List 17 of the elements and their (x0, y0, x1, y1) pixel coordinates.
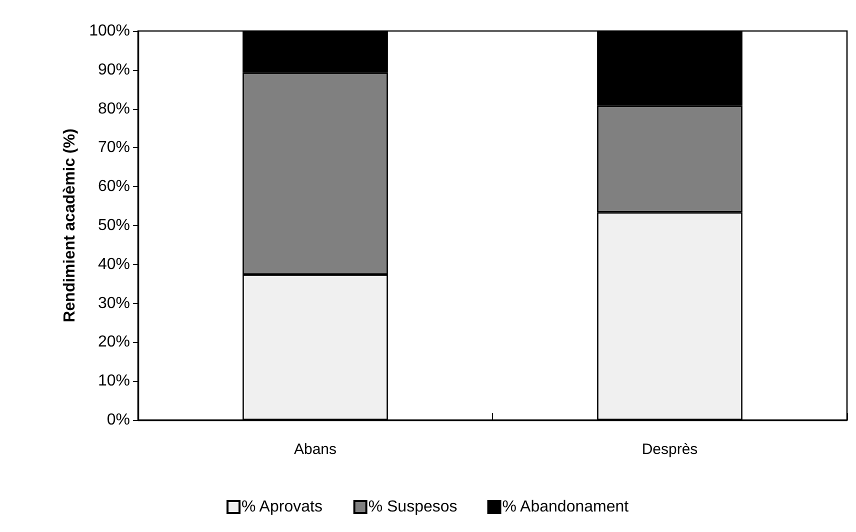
x-tick-label: Abans (294, 441, 337, 458)
y-tick-label: 60% (98, 178, 130, 196)
y-tick-label: 80% (98, 100, 130, 118)
y-tick-label: 70% (98, 139, 130, 156)
legend-label: % Aprovats (242, 498, 322, 516)
legend-label: % Suspesos (368, 498, 458, 516)
y-tick-label: 50% (98, 217, 130, 234)
y-tick-label: 0% (106, 412, 130, 428)
y-tick-label: 30% (98, 294, 130, 312)
legend-label: % Abandonament (502, 498, 630, 516)
y-tick-label: 100% (89, 22, 130, 40)
y-tick-label: 90% (98, 61, 130, 78)
y-tick-label: 10% (98, 372, 130, 390)
y-axis-title: Rendimient acadèmic (%) (62, 128, 79, 322)
y-tick-label: 40% (98, 256, 130, 273)
y-tick-label: 20% (98, 334, 130, 351)
x-tick-label: Desprès (642, 441, 698, 458)
